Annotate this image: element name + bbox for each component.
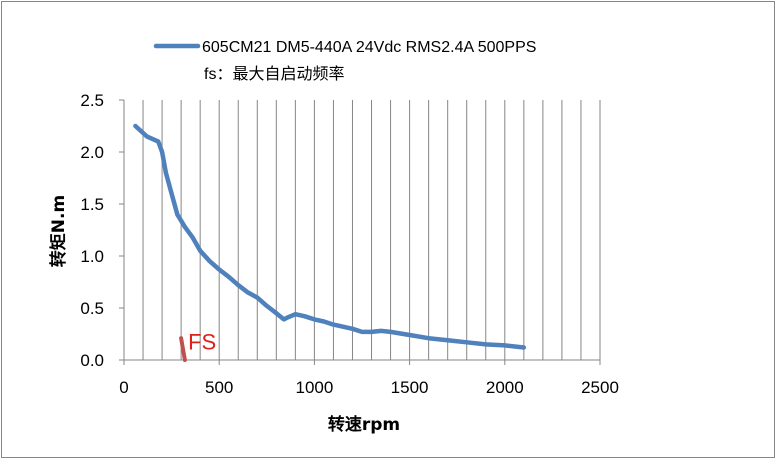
gridlines bbox=[142, 100, 601, 360]
y-tick-label: 1.0 bbox=[80, 247, 104, 266]
series-line-torque bbox=[133, 123, 527, 350]
series-line-fs bbox=[179, 336, 187, 362]
data-series bbox=[133, 123, 527, 362]
y-tick-label: 0.5 bbox=[80, 299, 104, 318]
y-tick-label: 1.5 bbox=[80, 195, 104, 214]
tick-labels: 0.0 0.5 1.0 1.5 2.0 2.5 0 500 1000 1500 2000 2500 bbox=[80, 91, 619, 397]
y-axis-title: 转矩N.m bbox=[48, 195, 69, 267]
legend: 605CM21 DM5-440A 24Vdc RMS2.4A 500PPS fs：… bbox=[153, 39, 536, 83]
x-tick-label: 2000 bbox=[486, 378, 524, 397]
legend-entry: 605CM21 DM5-440A 24Vdc RMS2.4A 500PPS bbox=[202, 39, 536, 56]
x-tick-label: 1000 bbox=[295, 378, 333, 397]
x-tick-label: 0 bbox=[119, 378, 128, 397]
x-axis-title: 转速rpm bbox=[328, 414, 400, 435]
x-tick-label: 500 bbox=[205, 378, 233, 397]
y-tick-label: 2.0 bbox=[80, 143, 104, 162]
x-tick-label: 2500 bbox=[581, 378, 619, 397]
fs-annotation: FS bbox=[188, 329, 216, 354]
annotations: FS bbox=[188, 329, 216, 354]
y-tick-label: 0.0 bbox=[80, 351, 104, 370]
legend-entry: fs：最大自启动频率 bbox=[204, 65, 344, 83]
x-tick-label: 1500 bbox=[391, 378, 429, 397]
y-tick-label: 2.5 bbox=[80, 91, 104, 110]
axes bbox=[119, 99, 601, 365]
